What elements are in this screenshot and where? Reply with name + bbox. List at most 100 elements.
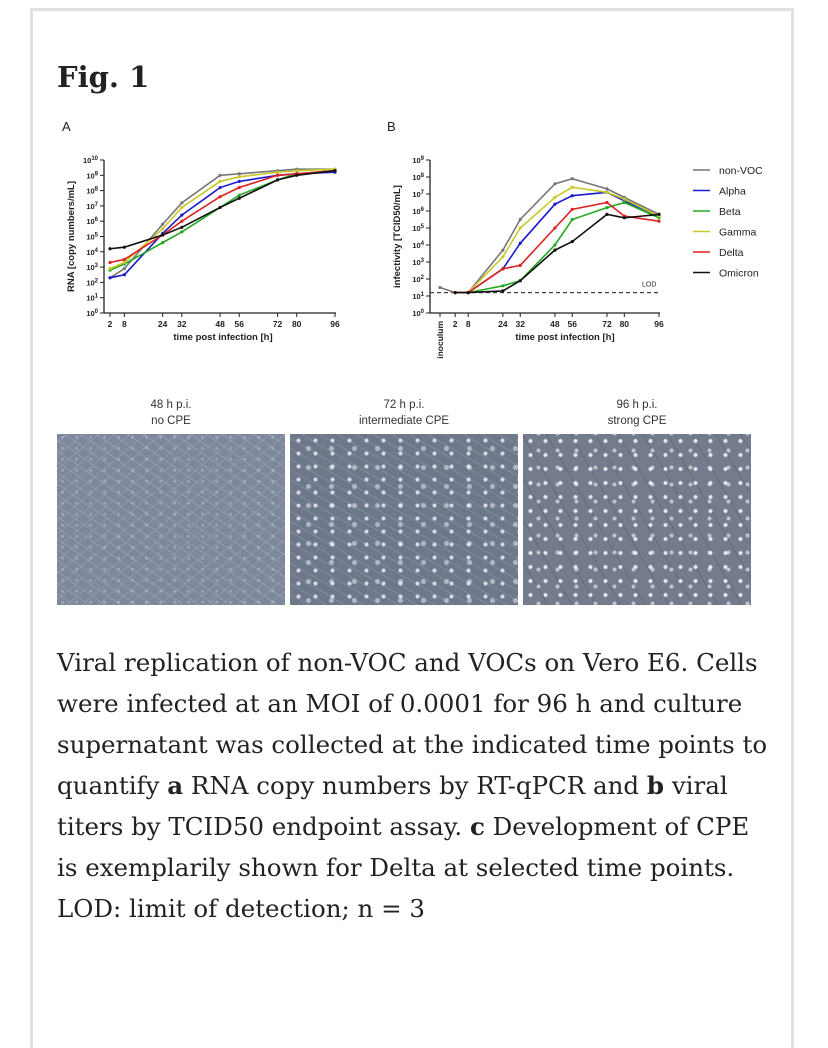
data-point-alpha xyxy=(570,194,574,198)
data-point-non-voc xyxy=(237,172,241,176)
caption-text: RNA copy numbers by RT-qPCR and xyxy=(183,771,647,800)
data-point-omicron xyxy=(501,289,505,293)
lod-label: LOD xyxy=(642,282,656,289)
data-point-omicron xyxy=(180,225,184,229)
data-point-gamma xyxy=(622,197,626,201)
data-point-delta xyxy=(108,260,112,265)
data-point-gamma xyxy=(501,255,505,259)
data-point-omicron xyxy=(108,247,112,251)
data-point-gamma xyxy=(218,179,222,184)
data-point-beta xyxy=(570,217,574,222)
y-tick-exponent: 6 xyxy=(95,217,99,223)
data-point-omicron xyxy=(122,245,126,249)
y-tick-label: 103 xyxy=(412,258,424,267)
x-tick-label: 8 xyxy=(466,319,471,329)
data-point-omicron xyxy=(295,173,299,177)
data-point-beta xyxy=(161,241,165,245)
data-point-omicron xyxy=(237,196,241,200)
y-tick-label: 101 xyxy=(412,292,424,301)
caption-ref-a: a xyxy=(167,771,184,800)
data-point-gamma xyxy=(180,205,184,210)
x-tick-label: 24 xyxy=(498,319,508,329)
data-point-beta xyxy=(237,193,241,197)
x-tick-label: 32 xyxy=(515,319,525,329)
y-tick-exponent: 1 xyxy=(421,292,425,298)
data-point-gamma xyxy=(295,169,299,173)
legend-label: Alpha xyxy=(719,186,746,198)
data-point-delta xyxy=(570,207,574,211)
series-line-non-voc xyxy=(109,168,335,279)
data-point-gamma xyxy=(605,190,609,194)
x-tick-label: 56 xyxy=(235,319,245,329)
x-tick-label: 2 xyxy=(108,319,113,329)
x-axis-label: time post infection [h] xyxy=(173,332,272,343)
y-axis-label: RNA [copy numbers/mL] xyxy=(66,181,77,292)
figure-title: Fig. 1 xyxy=(57,60,150,94)
y-tick-exponent: 9 xyxy=(95,171,99,177)
y-tick-label: 104 xyxy=(86,248,98,257)
data-point-delta xyxy=(237,185,241,190)
y-tick-exponent: 7 xyxy=(95,202,99,208)
y-tick-exponent: 7 xyxy=(421,190,425,196)
photo-caption-72h: 72 h p.i. intermediate CPE xyxy=(290,397,518,429)
y-tick-exponent: 8 xyxy=(421,173,425,179)
photo-label: strong CPE xyxy=(607,415,667,427)
y-tick-label: 107 xyxy=(412,190,424,199)
series-line-delta xyxy=(455,201,660,294)
caption-text: Viral replication of non-VOC and VOCs on… xyxy=(57,648,768,800)
series-line-delta xyxy=(109,169,336,264)
data-point-omicron xyxy=(518,279,522,283)
data-point-gamma xyxy=(275,170,280,174)
y-tick-label: 102 xyxy=(412,275,424,284)
data-point-omicron xyxy=(218,205,222,210)
legend-label: non-VOC xyxy=(719,165,763,177)
y-tick-label: 108 xyxy=(412,173,424,182)
y-tick-label: 104 xyxy=(412,241,424,250)
caption-text: viral titers by TCID50 endpoint assay. xyxy=(57,771,728,841)
y-tick-label: 109 xyxy=(412,156,424,165)
data-point-beta xyxy=(605,206,609,210)
data-point-alpha xyxy=(180,213,184,217)
caption-ref-b: b xyxy=(646,771,665,800)
series-line-alpha xyxy=(109,171,336,279)
data-point-alpha xyxy=(108,276,112,280)
y-tick-label: 1010 xyxy=(83,156,99,165)
y-tick-exponent: 4 xyxy=(95,248,99,254)
y-tick-exponent: 5 xyxy=(95,233,99,239)
x-axis-label: time post infection [h] xyxy=(515,332,614,343)
x-tick-label: 80 xyxy=(292,319,302,329)
data-point-omicron xyxy=(622,216,626,220)
y-tick-label: 105 xyxy=(412,224,424,233)
y-tick-label: 108 xyxy=(86,187,98,196)
legend-label: Gamma xyxy=(719,227,757,239)
data-point-non-voc xyxy=(553,182,557,186)
y-tick-exponent: 2 xyxy=(421,275,425,281)
photo-caption-96h: 96 h p.i. strong CPE xyxy=(523,397,751,429)
data-point-non-voc xyxy=(122,267,126,271)
data-point-beta xyxy=(501,284,505,288)
data-point-beta xyxy=(622,200,626,205)
y-tick-exponent: 5 xyxy=(421,224,425,230)
data-point-alpha xyxy=(218,185,222,190)
data-point-non-voc xyxy=(518,217,522,222)
legend-label: Omicron xyxy=(719,268,759,280)
data-point-non-voc xyxy=(501,248,505,252)
micrograph-72h xyxy=(290,434,518,605)
data-point-alpha xyxy=(553,202,557,206)
x-tick-label: 32 xyxy=(177,319,187,329)
data-point-delta xyxy=(605,200,609,205)
data-point-delta xyxy=(657,219,661,223)
data-point-alpha xyxy=(122,273,126,277)
data-point-gamma xyxy=(553,195,557,199)
caption-ref-c: c xyxy=(469,812,485,841)
data-point-alpha xyxy=(518,241,522,245)
data-point-gamma xyxy=(122,260,126,265)
x-tick-label: 56 xyxy=(568,319,578,329)
y-tick-exponent: 1 xyxy=(95,294,99,300)
data-point-omicron xyxy=(333,169,337,173)
data-point-non-voc xyxy=(218,173,222,177)
photo-time: 72 h p.i. xyxy=(383,399,425,411)
y-tick-exponent: 0 xyxy=(421,309,425,315)
figure-frame xyxy=(30,8,794,1048)
data-point-gamma xyxy=(161,227,165,231)
